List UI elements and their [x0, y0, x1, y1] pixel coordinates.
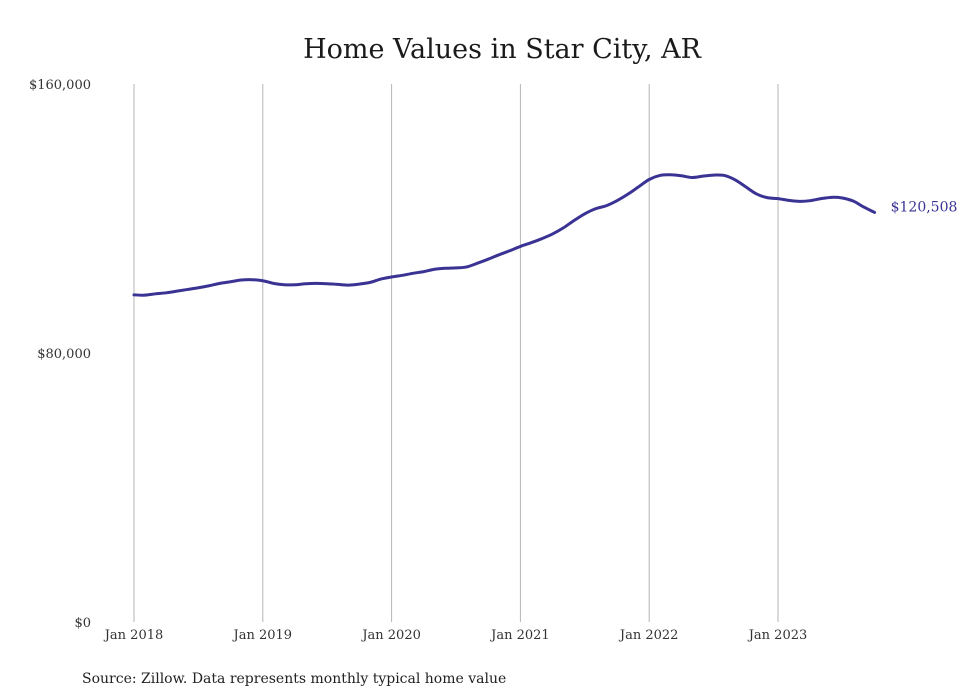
data-point — [562, 227, 564, 229]
data-point — [272, 282, 274, 284]
data-point — [498, 254, 500, 256]
data-point — [659, 174, 661, 176]
data-point — [347, 284, 349, 286]
data-point — [648, 178, 650, 180]
data-point — [777, 197, 779, 199]
data-point — [702, 175, 704, 177]
x-tick-label: Jan 2022 — [618, 628, 679, 643]
data-point — [390, 276, 392, 278]
y-tick-label: $160,000 — [29, 78, 91, 93]
data-point — [508, 250, 510, 252]
data-point — [144, 294, 146, 296]
data-point — [584, 213, 586, 215]
data-point — [186, 288, 188, 290]
data-point — [412, 272, 414, 274]
data-point — [573, 219, 575, 221]
y-axis-ticks: $0 $80,000 $160,000 — [29, 78, 91, 631]
data-point — [712, 174, 714, 176]
data-point — [433, 268, 435, 270]
data-point — [283, 284, 285, 286]
data-point — [863, 206, 865, 208]
data-point — [669, 174, 671, 176]
data-point — [627, 193, 629, 195]
data-point — [380, 278, 382, 280]
data-point — [305, 283, 307, 285]
data-point — [133, 294, 135, 296]
data-point — [219, 282, 221, 284]
data-point — [594, 208, 596, 210]
data-point — [476, 262, 478, 264]
data-point — [605, 205, 607, 207]
data-point — [852, 200, 854, 202]
y-tick-label: $80,000 — [37, 347, 91, 362]
series-points — [133, 174, 876, 297]
data-point — [251, 279, 253, 281]
data-point — [841, 197, 843, 199]
data-point — [444, 267, 446, 269]
data-point — [154, 293, 156, 295]
data-point — [487, 258, 489, 260]
series-line-home-value — [132, 173, 877, 297]
data-point — [541, 237, 543, 239]
x-tick-label: Jan 2018 — [103, 628, 164, 643]
y-tick-label: $0 — [74, 616, 91, 631]
data-point — [326, 283, 328, 285]
data-point — [691, 176, 693, 178]
data-point — [315, 282, 317, 284]
data-point — [766, 196, 768, 198]
x-tick-label: Jan 2020 — [360, 628, 421, 643]
source-note: Source: Zillow. Data represents monthly … — [82, 671, 506, 687]
end-value-label: $120,508 — [891, 199, 958, 215]
vertical-gridlines — [133, 84, 779, 622]
data-point — [798, 200, 800, 202]
data-point — [294, 284, 296, 286]
data-point — [616, 199, 618, 201]
data-point — [466, 266, 468, 268]
data-point — [197, 287, 199, 289]
data-point — [723, 174, 725, 176]
data-point — [337, 283, 339, 285]
data-point — [165, 292, 167, 294]
data-point — [401, 274, 403, 276]
data-point — [830, 196, 832, 198]
x-tick-label: Jan 2023 — [747, 628, 808, 643]
data-point — [176, 290, 178, 292]
data-point — [788, 199, 790, 201]
chart-title: Home Values in Star City, AR — [303, 34, 702, 65]
data-point — [637, 186, 639, 188]
x-axis-ticks: Jan 2018 Jan 2019 Jan 2020 Jan 2021 Jan 2022… — [103, 628, 808, 643]
data-point — [873, 211, 875, 213]
data-point — [455, 267, 457, 269]
data-point — [519, 245, 521, 247]
data-point — [680, 175, 682, 177]
data-point — [734, 179, 736, 181]
data-point — [262, 280, 264, 282]
data-point — [240, 279, 242, 281]
data-point — [369, 281, 371, 283]
data-point — [820, 197, 822, 199]
data-point — [423, 270, 425, 272]
data-point — [530, 242, 532, 244]
x-tick-label: Jan 2019 — [232, 628, 293, 643]
x-tick-label: Jan 2021 — [489, 628, 550, 643]
data-point — [358, 283, 360, 285]
data-point — [208, 285, 210, 287]
data-point — [551, 233, 553, 235]
data-point — [809, 199, 811, 201]
data-point — [229, 281, 231, 283]
data-point — [755, 193, 757, 195]
data-point — [745, 186, 747, 188]
